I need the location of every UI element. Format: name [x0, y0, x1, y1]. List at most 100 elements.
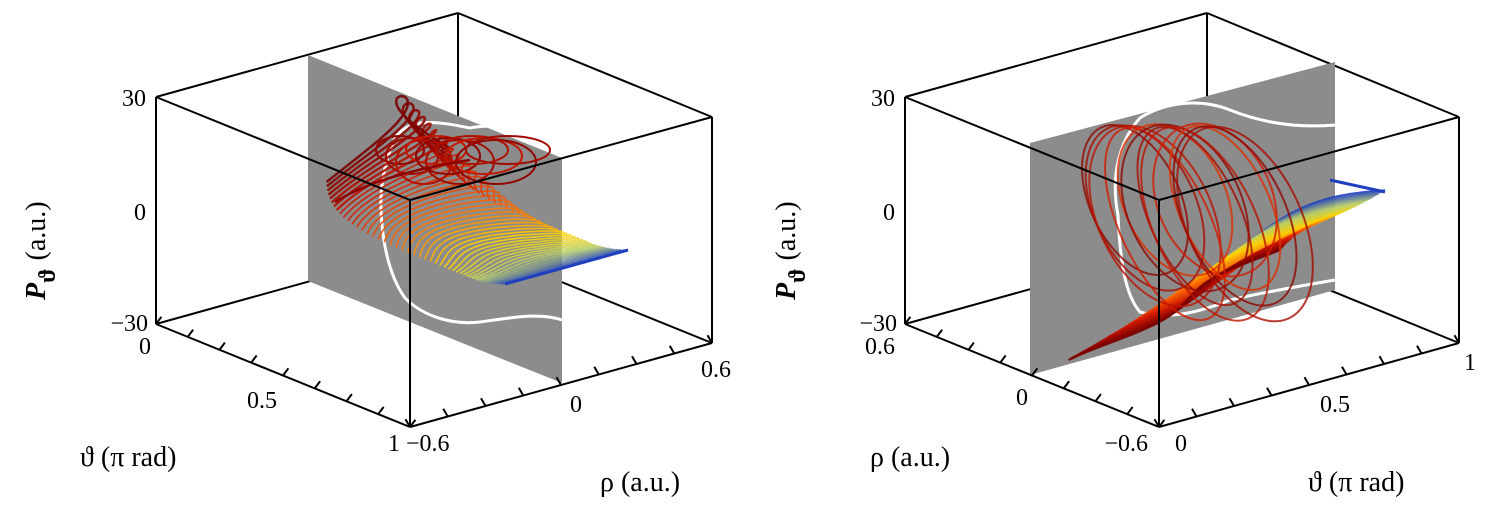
- left-z-label-symbol: P: [21, 282, 52, 301]
- right-z-tick-0: 0: [883, 200, 895, 226]
- trajectory-base-line: [1329, 178, 1386, 194]
- trajectory-line: [459, 238, 583, 275]
- trajectory-loop: [465, 135, 551, 165]
- right-z-label-sub: ϑ: [785, 269, 811, 283]
- trajectory-line: [377, 190, 503, 240]
- trajectory-line: [452, 235, 576, 272]
- trajectory-line: [443, 232, 568, 268]
- tick-mark: [967, 341, 975, 351]
- trajectory-loop: [1088, 124, 1222, 308]
- left-section-curve: [379, 121, 563, 325]
- left-rho-tick-neg0.6: −0.6: [406, 431, 450, 457]
- tick-mark: [706, 334, 713, 344]
- tick-mark: [186, 329, 194, 338]
- tick-mark: [155, 316, 163, 325]
- trajectory-line: [488, 248, 612, 284]
- trajectory-line: [485, 247, 610, 284]
- left-trajectories: [325, 94, 629, 286]
- tick-mark: [1031, 367, 1039, 377]
- right-theta-tick-0.5: 0.5: [1320, 392, 1350, 418]
- right-rho-tick-0.6: 0.6: [865, 334, 895, 360]
- trajectory-line: [1068, 248, 1281, 362]
- tick-mark: [1094, 393, 1102, 402]
- left-panel: 30 0 −30 0 0.5 1 −0.6 0 0.6 ϑ (π rad) ρ …: [21, 12, 731, 498]
- trajectory-line: [395, 203, 520, 249]
- right-z-label-unit: (a.u.): [771, 201, 802, 260]
- left-rho-tick-0: 0: [570, 392, 582, 418]
- tick-mark: [282, 367, 290, 377]
- left-tick-marks: [155, 316, 713, 428]
- trajectory-line: [407, 211, 532, 253]
- left-rho-tick-0.6: 0.6: [701, 357, 731, 383]
- tick-mark: [1126, 406, 1134, 415]
- tick-mark: [1341, 366, 1348, 376]
- tick-mark: [1266, 387, 1273, 397]
- trajectory-line: [482, 246, 607, 283]
- tick-mark: [631, 355, 638, 365]
- trajectory-line: [447, 234, 572, 270]
- trajectory-loop: [1152, 122, 1278, 278]
- left-z-axis-label: Pϑ (a.u.): [21, 201, 61, 301]
- trajectory-line: [429, 224, 554, 263]
- tick-mark: [404, 418, 411, 428]
- left-z-tick-30: 30: [122, 86, 146, 112]
- trajectory-loop: [1176, 125, 1314, 323]
- right-theta-axis-label: ϑ (π rad): [1308, 467, 1404, 498]
- trajectory-line: [494, 248, 619, 285]
- tick-mark: [218, 341, 226, 351]
- trajectory-loop: [435, 135, 509, 165]
- right-rho-tick-0: 0: [1016, 385, 1028, 411]
- trajectory-line: [371, 185, 497, 238]
- tick-mark: [1453, 334, 1460, 344]
- trajectory-line: [418, 218, 543, 258]
- trajectory-line: [462, 240, 587, 276]
- trajectory-line: [491, 248, 615, 285]
- tick-mark: [935, 329, 943, 338]
- trajectory-line: [351, 165, 476, 225]
- trajectory-line: [383, 194, 509, 243]
- trajectory-line: [424, 221, 549, 260]
- left-z-tick-0: 0: [134, 200, 146, 226]
- right-rho-axis-label: ρ (a.u.): [870, 442, 950, 473]
- left-theta-tick-0: 0: [139, 334, 151, 360]
- tick-mark: [480, 397, 487, 407]
- trajectory-line: [455, 237, 580, 273]
- right-z-tick-30: 30: [871, 86, 895, 112]
- tick-mark: [593, 366, 600, 376]
- left-box-front-edges: [155, 96, 713, 428]
- tick-mark: [904, 316, 912, 325]
- trajectory-line: [401, 207, 526, 251]
- right-panel: 30 0 −30 0.6 0 −0.6 0 0.5 1 ρ (a.u.) ϑ (…: [771, 12, 1476, 498]
- trajectory-loop: [1120, 123, 1250, 293]
- trajectory-line: [439, 230, 563, 266]
- tick-mark: [442, 408, 449, 418]
- tick-mark: [1191, 408, 1198, 418]
- tick-mark: [1158, 419, 1166, 428]
- tick-mark: [1378, 355, 1385, 365]
- trajectory-line: [434, 227, 559, 265]
- tick-mark: [1228, 397, 1235, 407]
- tick-mark: [999, 354, 1007, 364]
- tick-mark: [555, 376, 562, 386]
- tick-mark: [517, 387, 525, 397]
- trajectory-line: [480, 246, 604, 282]
- trajectory-loop: [375, 135, 425, 165]
- tick-mark: [1153, 418, 1160, 428]
- right-z-axis-label: Pϑ (a.u.): [771, 201, 811, 301]
- tick-mark: [1303, 376, 1310, 386]
- left-z-label-unit: (a.u.): [21, 201, 52, 260]
- right-tick-marks: [904, 316, 1460, 428]
- right-trajectories: [1068, 122, 1386, 362]
- tick-mark: [345, 393, 353, 402]
- right-z-label-symbol: P: [771, 282, 802, 301]
- right-rho-tick-neg0.6: −0.6: [1104, 431, 1148, 457]
- tick-mark: [1062, 380, 1070, 389]
- trajectory-line: [477, 245, 601, 282]
- trajectory-loop: [415, 137, 481, 175]
- trajectory-base-line: [504, 248, 629, 286]
- tick-mark: [409, 419, 417, 428]
- right-theta-tick-0: 0: [1175, 431, 1187, 457]
- left-theta-tick-0.5: 0.5: [247, 388, 277, 414]
- tick-mark: [313, 380, 321, 389]
